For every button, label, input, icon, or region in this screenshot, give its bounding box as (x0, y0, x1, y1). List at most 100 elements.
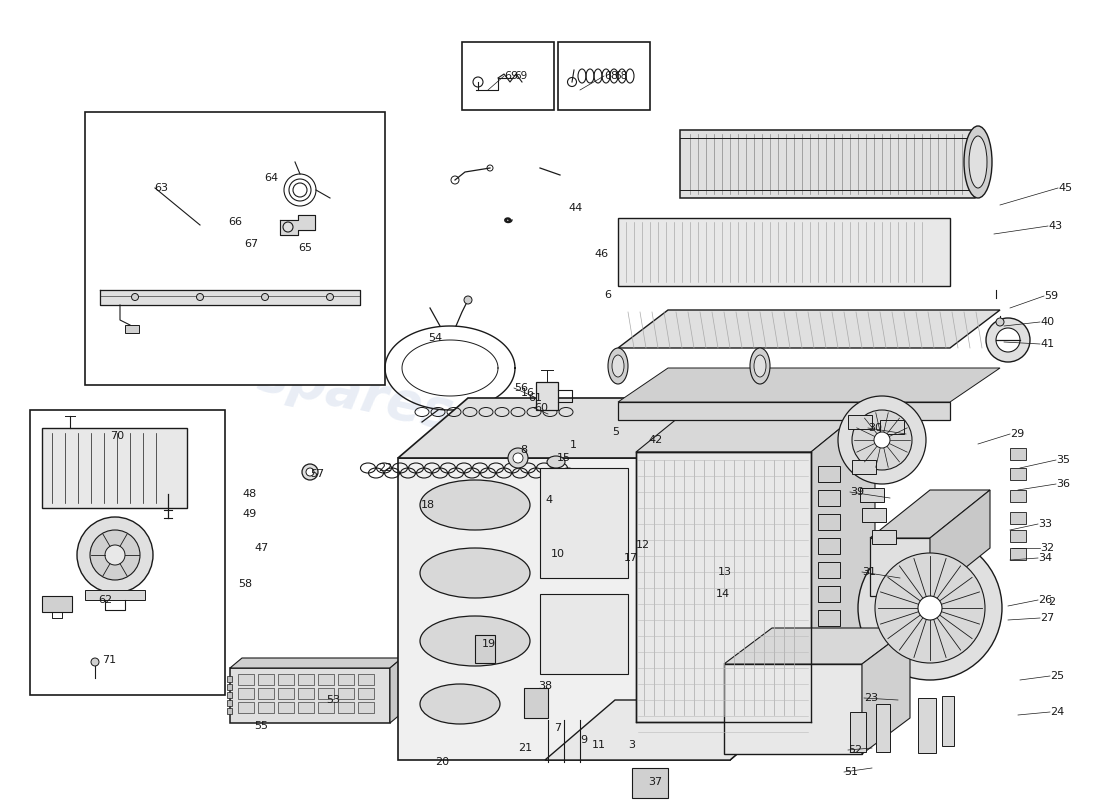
Text: 67: 67 (244, 239, 258, 249)
Bar (227, 684, 232, 690)
Text: 21: 21 (518, 743, 532, 753)
Circle shape (918, 596, 942, 620)
Ellipse shape (754, 355, 766, 377)
Text: 48: 48 (242, 489, 256, 499)
Polygon shape (724, 628, 910, 664)
Text: 22: 22 (378, 463, 393, 473)
Bar (850, 712, 866, 752)
Bar (818, 610, 840, 626)
Polygon shape (618, 368, 1000, 402)
Text: 1: 1 (570, 440, 578, 450)
Text: 18: 18 (421, 500, 436, 510)
Bar (1010, 512, 1026, 524)
Text: 68: 68 (614, 71, 627, 81)
Text: 68: 68 (604, 71, 618, 81)
Ellipse shape (969, 136, 987, 188)
Text: 6: 6 (604, 290, 611, 300)
Text: 64: 64 (264, 173, 278, 183)
Text: 69: 69 (514, 71, 527, 81)
Text: eurospares: eurospares (121, 320, 459, 440)
Bar (238, 674, 254, 685)
Ellipse shape (964, 126, 992, 198)
Text: 61: 61 (528, 393, 542, 403)
Polygon shape (636, 400, 874, 452)
Bar (298, 688, 314, 699)
Text: 23: 23 (864, 693, 878, 703)
Bar (358, 674, 374, 685)
Bar (818, 490, 840, 506)
Bar (338, 688, 354, 699)
Bar (85, 112, 385, 385)
Text: 65: 65 (298, 243, 312, 253)
Bar (42, 596, 72, 612)
Circle shape (996, 318, 1004, 326)
Text: 29: 29 (1010, 429, 1024, 439)
Bar (852, 460, 876, 474)
Text: 52: 52 (848, 745, 862, 755)
Text: 35: 35 (1056, 455, 1070, 465)
Text: 24: 24 (1050, 707, 1065, 717)
Polygon shape (280, 215, 315, 235)
Text: 19: 19 (482, 639, 496, 649)
Bar (475, 635, 495, 663)
Text: 2: 2 (1048, 597, 1055, 607)
Circle shape (262, 294, 268, 301)
Bar (818, 562, 840, 578)
Text: 56: 56 (514, 383, 528, 393)
Circle shape (90, 530, 140, 580)
Bar (1010, 490, 1026, 502)
Bar (1010, 448, 1026, 460)
Circle shape (197, 294, 204, 301)
Text: 30: 30 (868, 423, 882, 433)
Text: 44: 44 (568, 203, 582, 213)
Bar (642, 474, 724, 564)
Text: 25: 25 (1050, 671, 1064, 681)
Text: 43: 43 (1048, 221, 1063, 231)
Bar (848, 415, 872, 429)
Text: 49: 49 (242, 509, 256, 519)
Text: 15: 15 (557, 453, 571, 463)
Text: 8: 8 (520, 445, 527, 455)
Ellipse shape (750, 348, 770, 384)
Ellipse shape (612, 355, 624, 377)
Circle shape (306, 468, 313, 476)
Text: 41: 41 (1040, 339, 1054, 349)
Circle shape (513, 453, 522, 463)
Bar (632, 768, 668, 798)
Text: 40: 40 (1040, 317, 1054, 327)
Text: 47: 47 (254, 543, 268, 553)
Text: 62: 62 (98, 595, 112, 605)
Bar (724, 664, 862, 754)
Bar (860, 488, 884, 502)
Circle shape (91, 658, 99, 666)
Text: 57: 57 (310, 469, 324, 479)
Bar (258, 702, 274, 713)
Bar (358, 702, 374, 713)
Bar (870, 538, 930, 596)
Text: 39: 39 (850, 487, 865, 497)
Polygon shape (100, 290, 360, 305)
Bar (227, 676, 232, 682)
Circle shape (996, 328, 1020, 352)
Circle shape (132, 294, 139, 301)
Bar (227, 692, 232, 698)
Bar (298, 702, 314, 713)
Circle shape (77, 517, 153, 593)
Bar (227, 700, 232, 706)
Polygon shape (398, 458, 730, 760)
Text: 37: 37 (648, 777, 662, 787)
Bar (536, 382, 558, 410)
Bar (230, 668, 390, 723)
Bar (278, 674, 294, 685)
Bar (42, 428, 187, 508)
Bar (30, 410, 225, 695)
Polygon shape (862, 628, 910, 754)
Bar (876, 704, 890, 752)
Text: 3: 3 (628, 740, 635, 750)
Bar (636, 452, 811, 722)
Text: 14: 14 (716, 589, 730, 599)
Bar (618, 218, 950, 286)
Ellipse shape (547, 456, 565, 468)
Text: 17: 17 (624, 553, 638, 563)
Circle shape (283, 222, 293, 232)
